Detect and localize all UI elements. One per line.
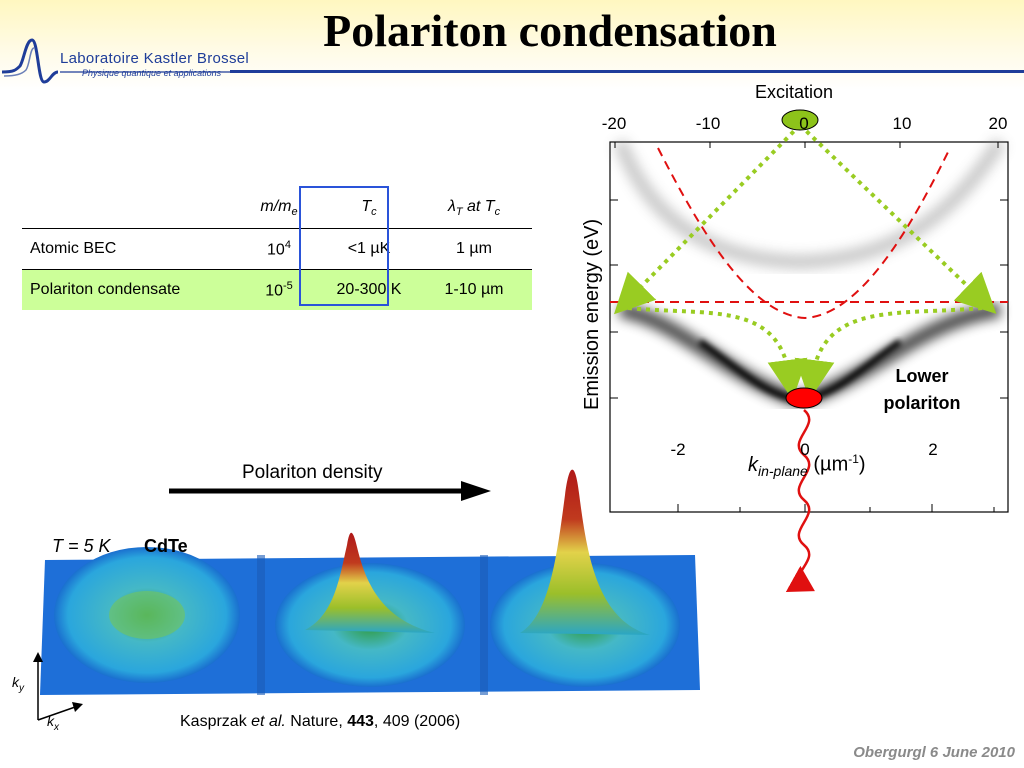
- table-header-tc: Tc: [322, 188, 416, 229]
- row-mass: 10-5: [236, 269, 322, 310]
- dispersion-plot: [560, 80, 1020, 615]
- reference-volume: 443: [347, 713, 374, 730]
- bottom-tick-label: 0: [800, 440, 810, 459]
- header-rule: [230, 70, 1024, 73]
- slide-title: Polariton condensation: [323, 5, 777, 56]
- material-label: CdTe: [144, 536, 188, 556]
- k-axes: [33, 652, 83, 721]
- reference-journal: Nature,: [290, 713, 343, 730]
- density-images: [40, 469, 700, 695]
- y-axis-label: Emission energy (eV): [581, 218, 603, 410]
- excitation-label: Excitation: [755, 82, 834, 102]
- table-header-lambda: λT at Tc: [416, 188, 532, 229]
- table-row: Polariton condensate 10-5 20-300 K 1-10 …: [22, 269, 532, 310]
- top-tick-label: -10: [695, 114, 721, 133]
- kx-axis-label: kx: [47, 713, 59, 733]
- table-row: Atomic BEC 104 <1 µK 1 µm: [22, 228, 532, 270]
- logo-name: Laboratoire Kastler Brossel: [60, 50, 250, 67]
- footer-date: Obergurgl 6 June 2010: [853, 744, 1015, 761]
- logo-subtitle: Physique quantique et applications: [82, 68, 222, 78]
- row-label: Polariton condensate: [22, 269, 236, 310]
- table-header-row: m/me Tc λT at Tc: [22, 188, 532, 229]
- header-band: [0, 0, 1024, 90]
- lower-polariton-label: Lower polariton: [862, 363, 982, 417]
- ky-axis-label: ky: [12, 674, 24, 694]
- top-tick-label: -20: [601, 114, 627, 133]
- comparison-table: m/me Tc λT at Tc Atomic BEC 104 <1 µK 1 …: [22, 188, 532, 310]
- row-tc: 20-300 K: [322, 269, 416, 310]
- x-axis-label: kin-plane (µm-1): [748, 452, 866, 479]
- table-header-mass: m/me: [236, 188, 322, 229]
- reference: Kasprzak et al. Nature, 443, 409 (2006): [180, 713, 460, 731]
- top-tick-label: 10: [892, 114, 912, 133]
- bottom-tick-label: -2: [670, 440, 686, 459]
- temperature-label: T = 5 K: [52, 536, 111, 556]
- table-header-empty: [22, 188, 236, 229]
- row-tc: <1 µK: [322, 228, 416, 270]
- lkb-logo-wave: [1, 38, 230, 84]
- density-arrow: [169, 481, 491, 501]
- row-label: Atomic BEC: [22, 228, 236, 270]
- density-arrow-label: Polariton density: [242, 462, 383, 483]
- row-lambda: 1 µm: [416, 228, 532, 270]
- dispersion-graphic: [609, 109, 1009, 593]
- lkb-logo: [0, 30, 240, 100]
- top-tick-label: 20: [988, 114, 1008, 133]
- lower-label-line1: Lower: [895, 366, 949, 386]
- row-mass: 104: [236, 228, 322, 270]
- top-tick-label: 0: [799, 114, 809, 133]
- row-lambda: 1-10 µm: [416, 269, 532, 310]
- reference-etal: et al.: [251, 713, 286, 730]
- reference-authors: Kasprzak: [180, 713, 247, 730]
- lower-label-line2: polariton: [883, 393, 961, 413]
- tc-highlight-box: [299, 186, 389, 306]
- bottom-tick-label: 2: [928, 440, 938, 459]
- reference-pages: , 409 (2006): [373, 713, 461, 730]
